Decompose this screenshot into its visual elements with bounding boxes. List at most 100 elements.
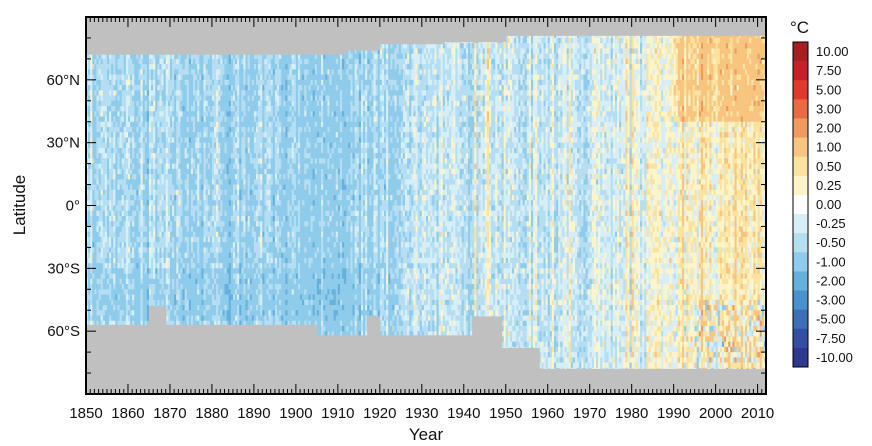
heatmap-cell [109,231,112,238]
heatmap-cell [125,236,129,243]
heatmap-cell [92,85,95,91]
heatmap-cell [138,100,141,107]
heatmap-cell [148,215,152,222]
heatmap-cell [125,315,129,322]
heatmap-cell [148,278,152,285]
heatmap-cell [130,284,133,290]
heatmap-cell [195,205,198,212]
heatmap-cell [222,195,225,201]
heatmap-cell [199,53,202,60]
heatmap-cell [211,221,215,227]
heatmap-cell [111,221,114,227]
heatmap-cell [132,100,135,107]
heatmap-cell [88,158,91,165]
heatmap-cell [163,174,167,180]
heatmap-cell [136,184,139,191]
heatmap-cell [111,320,114,327]
heatmap-cell [142,195,146,201]
heatmap-cell [113,121,116,128]
heatmap-cell [102,205,106,212]
heatmap-cell [169,205,173,212]
heatmap-cell [127,106,131,112]
heatmap-cell [195,69,198,75]
heatmap-cell [121,116,125,123]
heatmap-cell [163,74,167,81]
heatmap-cell [161,163,165,170]
heatmap-cell [119,184,123,191]
heatmap-cell [125,242,129,248]
heatmap-cell [209,289,213,295]
heatmap-cell [140,273,144,280]
heatmap-cell [138,184,141,191]
heatmap-cell [218,304,221,311]
heatmap-cell [222,236,225,243]
heatmap-cell [214,168,217,175]
heatmap-cell [199,205,202,212]
heatmap-cell [165,121,169,128]
heatmap-cell [102,90,106,96]
heatmap-cell [193,263,196,269]
heatmap-cell [209,179,213,185]
heatmap-cell [130,263,133,269]
heatmap-cell [100,226,104,233]
heatmap-cell [220,320,223,327]
heatmap-cell [188,273,192,280]
heatmap-cell [209,284,213,290]
heatmap-cell [195,263,198,269]
heatmap-cell [203,210,207,217]
heatmap-cell [130,64,133,70]
heatmap-cell [180,184,183,191]
heatmap-cell [184,126,188,133]
heatmap-cell [102,273,106,280]
heatmap-cell [188,195,192,201]
heatmap-cell [138,142,141,149]
heatmap-cell [169,320,173,327]
heatmap-cell [142,226,146,233]
heatmap-cell [98,74,102,81]
heatmap-cell [111,200,114,206]
heatmap-cell [214,200,217,206]
heatmap-cell [142,95,146,102]
heatmap-cell [218,179,221,185]
heatmap-cell [115,257,118,264]
heatmap-cell [106,205,110,212]
heatmap-cell [209,116,213,123]
heatmap-cell [184,111,188,117]
heatmap-cell [163,215,167,222]
heatmap-cell [207,106,211,112]
heatmap-cell [155,90,158,96]
heatmap-cell [218,278,221,285]
heatmap-cell [153,116,156,123]
heatmap-cell [165,58,169,65]
heatmap-cell [136,137,139,144]
heatmap-cell [207,74,211,81]
heatmap-cell [140,242,144,248]
heatmap-cell [96,126,99,133]
heatmap-cell [220,200,223,206]
heatmap-cell [172,106,175,112]
heatmap-cell [115,221,118,227]
heatmap-cell [115,294,118,301]
heatmap-cell [151,79,154,86]
heatmap-cell [155,294,158,301]
heatmap-cell [96,210,99,217]
heatmap-cell [140,200,144,206]
heatmap-cell [199,121,202,128]
heatmap-cell [163,284,167,290]
heatmap-cell [121,153,125,159]
heatmap-cell [201,268,204,274]
heatmap-cell [109,278,112,285]
heatmap-cell [140,163,144,170]
heatmap-cell [195,132,198,138]
heatmap-cell [195,242,198,248]
heatmap-cell [172,268,175,274]
heatmap-cell [190,320,194,327]
heatmap-cell [134,284,137,290]
heatmap-cell [140,231,144,238]
heatmap-cell [216,247,219,254]
heatmap-cell [88,74,91,81]
heatmap-cell [165,126,169,133]
heatmap-cell [161,142,165,149]
heatmap-cell [193,179,196,185]
heatmap-cell [172,158,175,165]
